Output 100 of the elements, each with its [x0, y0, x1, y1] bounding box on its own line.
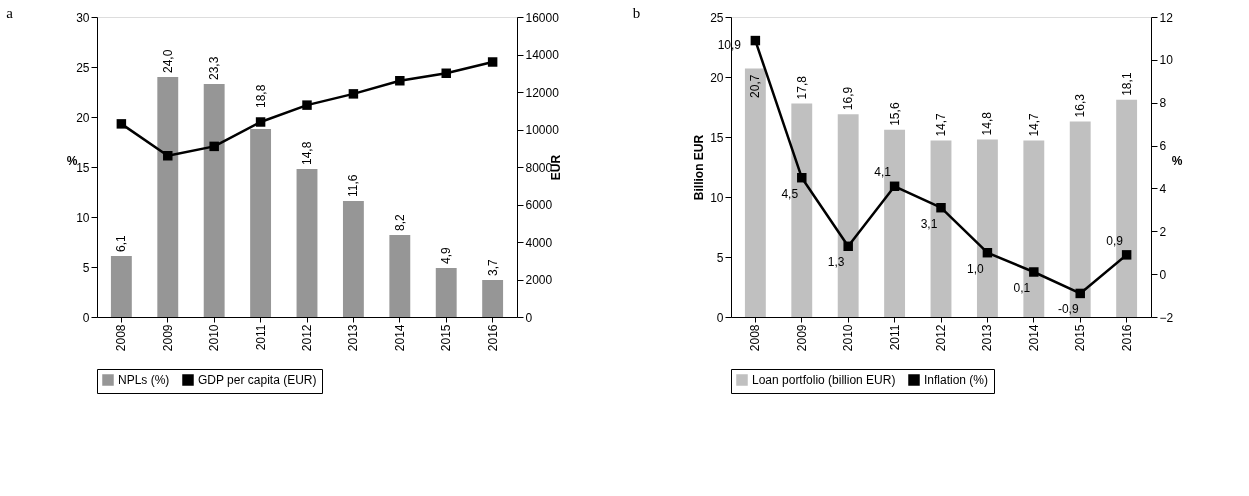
- data-label: 16,3: [1073, 93, 1088, 118]
- y-axis-title: Billion EUR: [692, 134, 707, 201]
- y2-tick-label: 0: [1159, 267, 1167, 282]
- y2-tick-label: 10000: [525, 123, 560, 137]
- bar: [296, 169, 318, 317]
- data-label: 6,1: [114, 234, 129, 252]
- data-label: 1,3: [827, 255, 845, 270]
- point: [936, 202, 946, 213]
- y-tick-label: 15: [710, 130, 724, 145]
- y2-tick-label: 4000: [525, 235, 553, 250]
- point: [209, 141, 219, 152]
- bar: [203, 84, 225, 317]
- bar: [744, 68, 766, 317]
- x-tick-label: 2010: [207, 324, 222, 352]
- point: [982, 247, 993, 258]
- y2-tick-label: 2: [1159, 224, 1167, 239]
- data-label: -0,9: [1057, 302, 1079, 317]
- y2-tick-label: −2: [1159, 310, 1174, 325]
- y-tick-label: 20: [76, 110, 90, 125]
- data-label: 14,8: [980, 111, 995, 136]
- x-tick-label: 2012: [934, 324, 948, 352]
- x-tick-label: 2008: [114, 324, 129, 352]
- data-label: 3,7: [485, 258, 500, 276]
- y-tick-label: 5: [82, 260, 90, 275]
- y-tick-label: 20: [710, 70, 724, 85]
- bar: [110, 256, 132, 317]
- y2-tick-label: 12000: [525, 85, 560, 100]
- bar: [342, 201, 364, 317]
- x-tick-label: 2015: [1073, 324, 1088, 352]
- data-label: 1,0: [967, 261, 985, 276]
- y2-tick-label: 12: [1159, 10, 1174, 25]
- data-label: 0,1: [1013, 281, 1031, 295]
- y-tick-label: 10: [76, 210, 90, 225]
- y-tick-label: 0: [716, 310, 724, 325]
- data-label: 4,5: [781, 186, 799, 201]
- y-tick-label: 5: [716, 250, 724, 265]
- point: [487, 57, 498, 67]
- y-tick-label: 30: [76, 10, 90, 25]
- legend-label: Inflation (%): [924, 373, 989, 387]
- x-tick-label: 2011: [253, 324, 268, 351]
- data-label: 23,3: [207, 56, 222, 80]
- y2-tick-label: 16000: [525, 10, 560, 25]
- data-label: 16,9: [841, 86, 856, 111]
- x-tick-label: 2013: [346, 324, 361, 352]
- data-label: 17,8: [794, 75, 809, 100]
- x-tick-label: 2009: [160, 324, 175, 352]
- chart-title: b: [632, 5, 641, 21]
- y2-tick-label: 14000: [525, 48, 560, 62]
- point: [348, 89, 359, 99]
- y-tick-label: 10: [710, 190, 724, 205]
- bar: [250, 129, 272, 317]
- point: [750, 35, 761, 46]
- data-label: 15,6: [887, 102, 902, 126]
- point: [116, 119, 127, 129]
- legend-label: NPLs (%): [118, 373, 170, 387]
- y-tick-label: 25: [710, 10, 724, 25]
- x-tick-label: 2015: [439, 324, 454, 352]
- data-label: 24,0: [160, 49, 175, 73]
- y-axis-title: %: [66, 153, 78, 168]
- x-tick-label: 2013: [980, 324, 995, 352]
- legend-label: GDP per capita (EUR): [198, 373, 317, 387]
- data-label: 8,2: [392, 213, 407, 231]
- x-tick-label: 2008: [748, 324, 763, 352]
- bar: [157, 77, 179, 317]
- y2-tick-label: 6: [1159, 139, 1167, 154]
- data-label: 14,8: [300, 141, 314, 165]
- point: [395, 76, 405, 86]
- bar: [482, 280, 504, 317]
- y2-tick-label: 0: [525, 310, 533, 325]
- y2-tick-label: 6000: [525, 198, 553, 212]
- y2-tick-label: 2000: [525, 273, 553, 287]
- data-label: 4,1: [874, 165, 892, 180]
- data-label: 14,7: [934, 112, 948, 137]
- point: [889, 181, 900, 192]
- point: [1075, 288, 1085, 299]
- x-tick-label: 2010: [841, 324, 856, 352]
- x-tick-label: 2014: [392, 324, 407, 352]
- x-tick-label: 2011: [887, 324, 902, 351]
- point: [255, 117, 266, 127]
- point: [302, 100, 312, 110]
- y-tick-label: 0: [82, 310, 90, 325]
- data-label: 14,7: [1026, 112, 1041, 137]
- x-tick-label: 2016: [1119, 324, 1134, 352]
- point: [843, 241, 853, 252]
- y2-tick-label: 4: [1159, 181, 1167, 196]
- data-label: 18,8: [253, 84, 268, 108]
- legend-label: Loan portfolio (billion EUR): [752, 373, 896, 387]
- bar: [435, 268, 457, 317]
- data-label: 18,1: [1119, 72, 1134, 96]
- data-label: 3,1: [920, 216, 938, 231]
- y-tick-label: 25: [76, 60, 90, 75]
- x-tick-label: 2014: [1026, 324, 1041, 352]
- point: [163, 151, 173, 161]
- y-tick-label: 15: [76, 160, 90, 175]
- point: [797, 172, 807, 183]
- x-tick-label: 2016: [485, 324, 500, 352]
- chart-title: a: [6, 5, 14, 21]
- data-label: 0,9: [1106, 233, 1124, 248]
- x-tick-label: 2012: [300, 324, 314, 352]
- point: [1121, 250, 1132, 260]
